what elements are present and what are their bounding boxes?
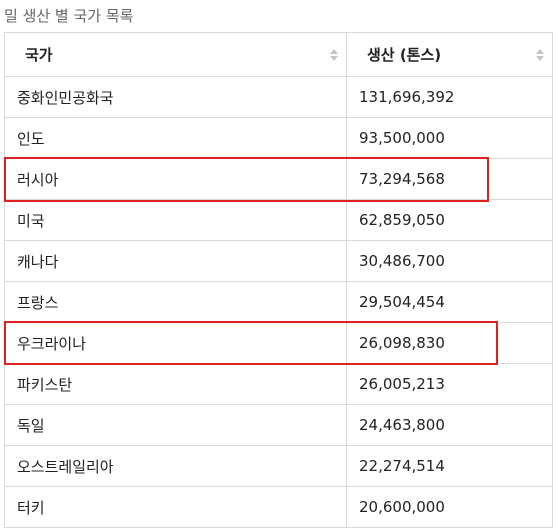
- country-cell: 터키: [4, 486, 347, 528]
- production-table-wrapper: 국가 생산 (톤스) 중화인민공화국 131,696,392: [4, 32, 553, 528]
- column-header-production[interactable]: 생산 (톤스): [346, 32, 553, 77]
- table-row: 미국 62,859,050: [4, 199, 553, 241]
- production-cell: 62,859,050: [346, 199, 553, 241]
- table-row: 인도 93,500,000: [4, 117, 553, 159]
- production-cell: 30,486,700: [346, 240, 553, 282]
- column-header-country[interactable]: 국가: [4, 32, 347, 77]
- production-cell: 24,463,800: [346, 404, 553, 446]
- column-header-label: 국가: [25, 46, 53, 64]
- production-cell: 26,098,830: [346, 322, 553, 364]
- table-row: 프랑스 29,504,454: [4, 281, 553, 323]
- country-cell: 우크라이나: [4, 322, 347, 364]
- production-cell: 29,504,454: [346, 281, 553, 323]
- production-table: 국가 생산 (톤스) 중화인민공화국 131,696,392: [4, 32, 553, 528]
- table-row: 독일 24,463,800: [4, 404, 553, 446]
- sort-arrows-icon[interactable]: [536, 48, 544, 61]
- table-row: 터키 20,600,000: [4, 486, 553, 528]
- table-row: 캐나다 30,486,700: [4, 240, 553, 282]
- production-cell: 131,696,392: [346, 76, 553, 118]
- table-header-row: 국가 생산 (톤스): [4, 32, 553, 77]
- table-row: 오스트레일리아 22,274,514: [4, 445, 553, 487]
- table-row: 파키스탄 26,005,213: [4, 363, 553, 405]
- production-cell: 20,600,000: [346, 486, 553, 528]
- country-cell: 파키스탄: [4, 363, 347, 405]
- country-cell: 인도: [4, 117, 347, 159]
- column-header-label: 생산 (톤스): [367, 46, 442, 64]
- country-cell: 캐나다: [4, 240, 347, 282]
- production-cell: 22,274,514: [346, 445, 553, 487]
- production-cell: 93,500,000: [346, 117, 553, 159]
- table-row: 중화인민공화국 131,696,392: [4, 76, 553, 118]
- production-cell: 73,294,568: [346, 158, 553, 200]
- table-caption: 밀 생산 별 국가 목록: [4, 7, 134, 25]
- country-cell: 미국: [4, 199, 347, 241]
- country-cell: 중화인민공화국: [4, 76, 347, 118]
- country-cell: 프랑스: [4, 281, 347, 323]
- country-cell: 러시아: [4, 158, 347, 200]
- sort-arrows-icon[interactable]: [330, 48, 338, 61]
- table-row: 러시아 73,294,568: [4, 158, 553, 200]
- country-cell: 오스트레일리아: [4, 445, 347, 487]
- country-cell: 독일: [4, 404, 347, 446]
- table-row: 우크라이나 26,098,830: [4, 322, 553, 364]
- production-cell: 26,005,213: [346, 363, 553, 405]
